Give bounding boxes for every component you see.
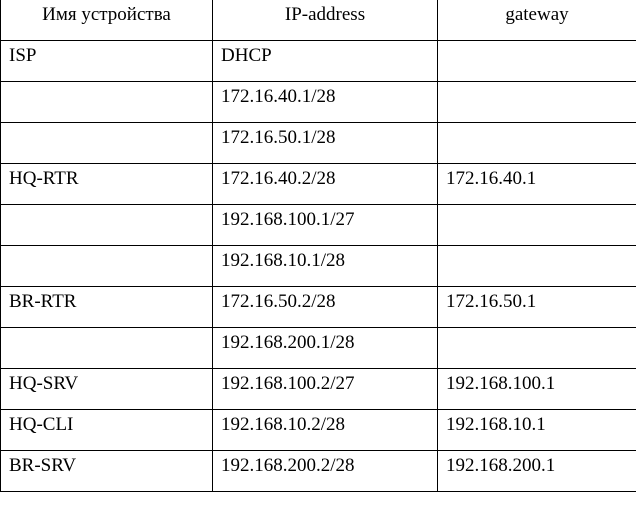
ip-cell: 192.168.10.1/28	[212, 245, 438, 287]
gateway-cell	[437, 245, 636, 287]
device-cell	[0, 327, 213, 369]
ip-cell: 192.168.200.1/28	[212, 327, 438, 369]
table-row: BR-SRV 192.168.200.2/28 192.168.200.1	[0, 450, 636, 492]
table-row: HQ-SRV 192.168.100.2/27 192.168.100.1	[0, 368, 636, 410]
header-ip-address: IP-address	[212, 0, 438, 41]
gateway-cell: 192.168.100.1	[437, 368, 636, 410]
gateway-cell	[437, 81, 636, 123]
gateway-cell: 192.168.200.1	[437, 450, 636, 492]
ip-cell: 172.16.40.1/28	[212, 81, 438, 123]
device-cell	[0, 81, 213, 123]
device-cell	[0, 204, 213, 246]
device-cell	[0, 245, 213, 287]
ip-cell: 192.168.200.2/28	[212, 450, 438, 492]
ip-cell: 172.16.50.2/28	[212, 286, 438, 328]
device-cell: ISP	[0, 40, 213, 82]
gateway-cell	[437, 40, 636, 82]
table-row: 192.168.200.1/28	[0, 327, 636, 369]
table-row: HQ-CLI 192.168.10.2/28 192.168.10.1	[0, 409, 636, 451]
gateway-cell	[437, 204, 636, 246]
table-row: 192.168.100.1/27	[0, 204, 636, 246]
ip-cell: 172.16.50.1/28	[212, 122, 438, 164]
addressing-table: Имя устройства IP-address gateway ISP DHC…	[0, 0, 636, 492]
table-row: 172.16.50.1/28	[0, 122, 636, 164]
table-row: 192.168.10.1/28	[0, 245, 636, 287]
gateway-cell: 172.16.40.1	[437, 163, 636, 205]
gateway-cell: 192.168.10.1	[437, 409, 636, 451]
ip-cell: 192.168.100.2/27	[212, 368, 438, 410]
ip-cell: 192.168.10.2/28	[212, 409, 438, 451]
gateway-cell	[437, 327, 636, 369]
device-cell: HQ-SRV	[0, 368, 213, 410]
gateway-cell: 172.16.50.1	[437, 286, 636, 328]
header-gateway: gateway	[437, 0, 636, 41]
device-cell: HQ-RTR	[0, 163, 213, 205]
header-row: Имя устройства IP-address gateway	[0, 0, 636, 41]
device-cell: BR-RTR	[0, 286, 213, 328]
table-row: 172.16.40.1/28	[0, 81, 636, 123]
device-cell: HQ-CLI	[0, 409, 213, 451]
table-row: ISP DHCP	[0, 40, 636, 82]
device-cell: BR-SRV	[0, 450, 213, 492]
ip-cell: 192.168.100.1/27	[212, 204, 438, 246]
ip-cell: DHCP	[212, 40, 438, 82]
device-cell	[0, 122, 213, 164]
table-row: BR-RTR 172.16.50.2/28 172.16.50.1	[0, 286, 636, 328]
gateway-cell	[437, 122, 636, 164]
header-device-name: Имя устройства	[0, 0, 213, 41]
table-row: HQ-RTR 172.16.40.2/28 172.16.40.1	[0, 163, 636, 205]
ip-cell: 172.16.40.2/28	[212, 163, 438, 205]
